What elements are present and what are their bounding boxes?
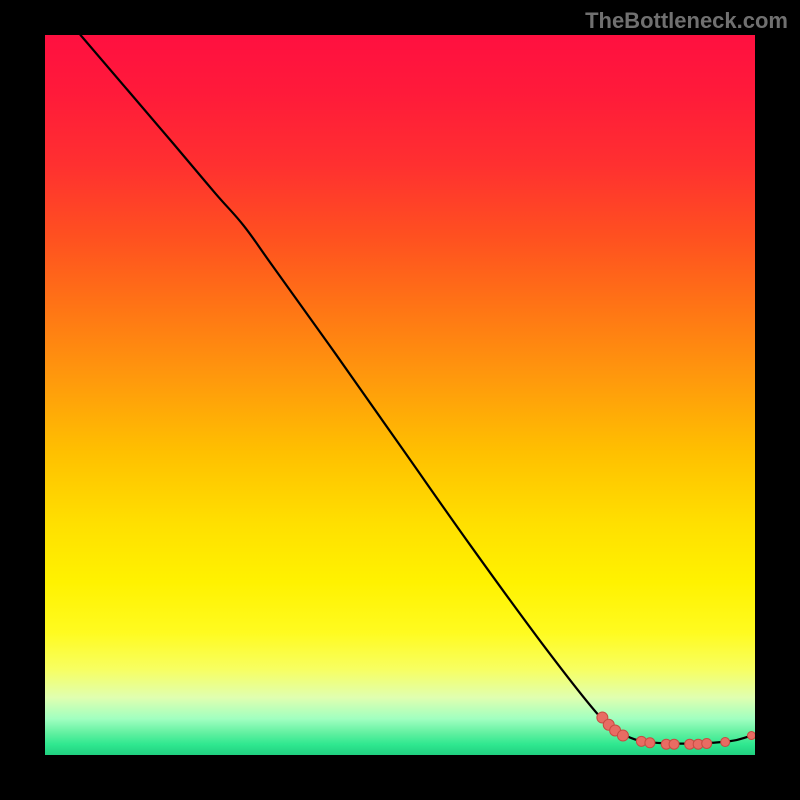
- plot-area: [45, 35, 755, 755]
- data-point: [617, 730, 628, 741]
- data-point: [645, 738, 655, 748]
- data-point: [669, 739, 679, 749]
- gradient-background: [45, 35, 755, 755]
- chart-frame: TheBottleneck.com: [0, 0, 800, 800]
- data-point: [747, 732, 755, 740]
- data-point: [702, 738, 712, 748]
- data-point: [721, 738, 730, 747]
- chart-svg: [45, 35, 755, 755]
- attribution-watermark: TheBottleneck.com: [585, 8, 788, 34]
